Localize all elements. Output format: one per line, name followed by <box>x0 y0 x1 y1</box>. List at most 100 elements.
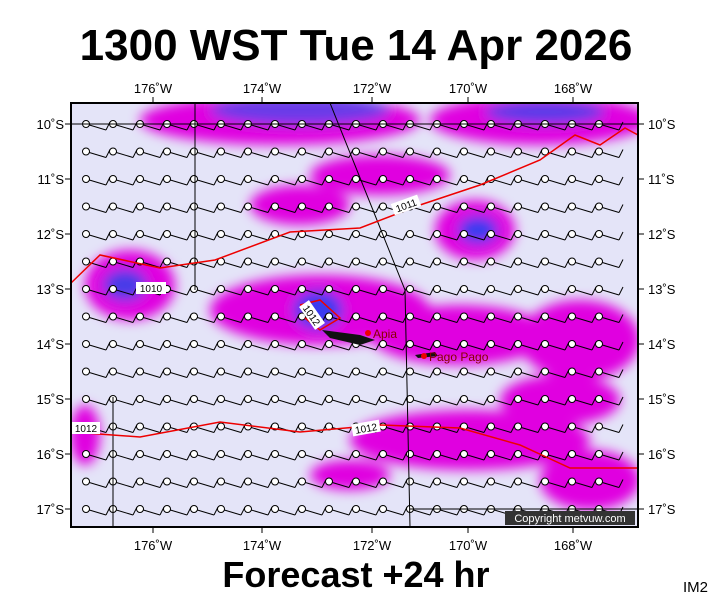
barb-station <box>244 147 252 156</box>
barb-station <box>271 395 279 403</box>
barb-station <box>352 395 360 403</box>
barb-station <box>82 202 90 211</box>
barb-station <box>514 477 522 486</box>
barb-station <box>487 340 495 348</box>
barb-station <box>298 450 306 458</box>
barb-station <box>514 147 522 156</box>
barb-station <box>163 257 171 266</box>
barb-flag <box>618 369 624 378</box>
barb-station <box>298 312 306 321</box>
barb-station <box>568 202 576 211</box>
barb-station <box>298 422 306 431</box>
barb-station <box>109 340 117 348</box>
barb-station <box>217 230 225 238</box>
barb-station <box>163 422 171 431</box>
barb-station <box>244 450 252 458</box>
barb-flag <box>618 204 624 213</box>
barb-flag <box>618 259 624 268</box>
barb-station <box>163 340 171 348</box>
barb-station <box>136 340 144 348</box>
barb-shaft <box>329 537 349 543</box>
barb-station <box>271 285 279 293</box>
barb-station <box>568 367 576 376</box>
barb-station <box>595 285 603 293</box>
barb-station <box>244 477 252 486</box>
barb-flag <box>187 535 191 543</box>
barb-flag <box>618 341 624 351</box>
barb-station <box>163 230 171 238</box>
barb-station <box>271 312 279 321</box>
barb-station <box>217 367 225 376</box>
barb-station <box>379 367 387 376</box>
barb-station <box>82 477 90 486</box>
lat-label: 10˚S <box>37 117 65 132</box>
barb-station <box>109 202 117 211</box>
copyright: Copyright metvuw.com <box>514 513 625 525</box>
barb-station <box>460 395 468 403</box>
barb-station <box>406 450 414 458</box>
barb-station <box>379 395 387 403</box>
barb-station <box>433 202 441 211</box>
barb-station <box>433 147 441 156</box>
barb-station <box>325 202 333 211</box>
barb-station <box>325 477 333 486</box>
barb-station <box>352 257 360 266</box>
barb-station <box>352 202 360 211</box>
barb-station <box>299 533 306 540</box>
barb-station <box>379 477 387 486</box>
barb-station <box>352 450 360 458</box>
barb-station <box>434 533 441 540</box>
lat-label: 16˚S <box>648 447 676 462</box>
barb-station <box>541 422 549 431</box>
barb-station <box>217 505 225 513</box>
barb-flag <box>106 535 110 543</box>
barb-station <box>460 312 468 321</box>
barb-station <box>460 175 468 183</box>
forecast-label: Forecast +24 hr <box>222 554 489 595</box>
barb-station <box>271 175 279 183</box>
barb-station <box>217 202 225 211</box>
barb-flag <box>619 535 623 543</box>
lat-label: 13˚S <box>37 282 65 297</box>
barb-station <box>109 175 117 183</box>
barb-station <box>136 477 144 486</box>
barb-station <box>568 422 576 431</box>
barb-station <box>379 202 387 211</box>
lat-label: 17˚S <box>37 502 65 517</box>
barb-station <box>136 450 144 458</box>
barb-shaft <box>302 537 322 543</box>
barb-station <box>352 312 360 321</box>
lon-label: 176˚W <box>134 538 173 553</box>
barb-station <box>83 533 90 540</box>
barb-station <box>217 285 225 293</box>
apia-marker <box>365 330 371 336</box>
barb-station <box>433 450 441 458</box>
barb-station <box>514 312 522 321</box>
graticule <box>71 103 638 527</box>
barb-shaft <box>194 537 214 543</box>
barb-station <box>460 477 468 486</box>
barb-station <box>136 202 144 211</box>
barb-station <box>325 147 333 156</box>
barb-station <box>190 395 198 403</box>
barb-station <box>568 340 576 348</box>
map-area: Apia Pago Pago 1011 1010 1012 1012 1012 … <box>71 103 638 543</box>
lon-label: 168˚W <box>554 81 593 96</box>
barb-station <box>325 340 333 348</box>
barb-station <box>568 257 576 266</box>
isobar-label: 1012 <box>354 422 378 437</box>
barb-station <box>325 450 333 458</box>
barb-station <box>271 147 279 156</box>
barb-station <box>595 450 603 458</box>
barb-station <box>514 202 522 211</box>
barb-flag <box>295 535 299 543</box>
barb-station <box>514 285 522 293</box>
barb-station <box>541 202 549 211</box>
barb-station <box>487 257 495 266</box>
barb-station <box>541 230 549 238</box>
barb-flag <box>430 535 434 543</box>
barb-station <box>568 175 576 183</box>
barb-station <box>82 367 90 376</box>
barb-station <box>433 175 441 183</box>
barb-station <box>433 477 441 486</box>
